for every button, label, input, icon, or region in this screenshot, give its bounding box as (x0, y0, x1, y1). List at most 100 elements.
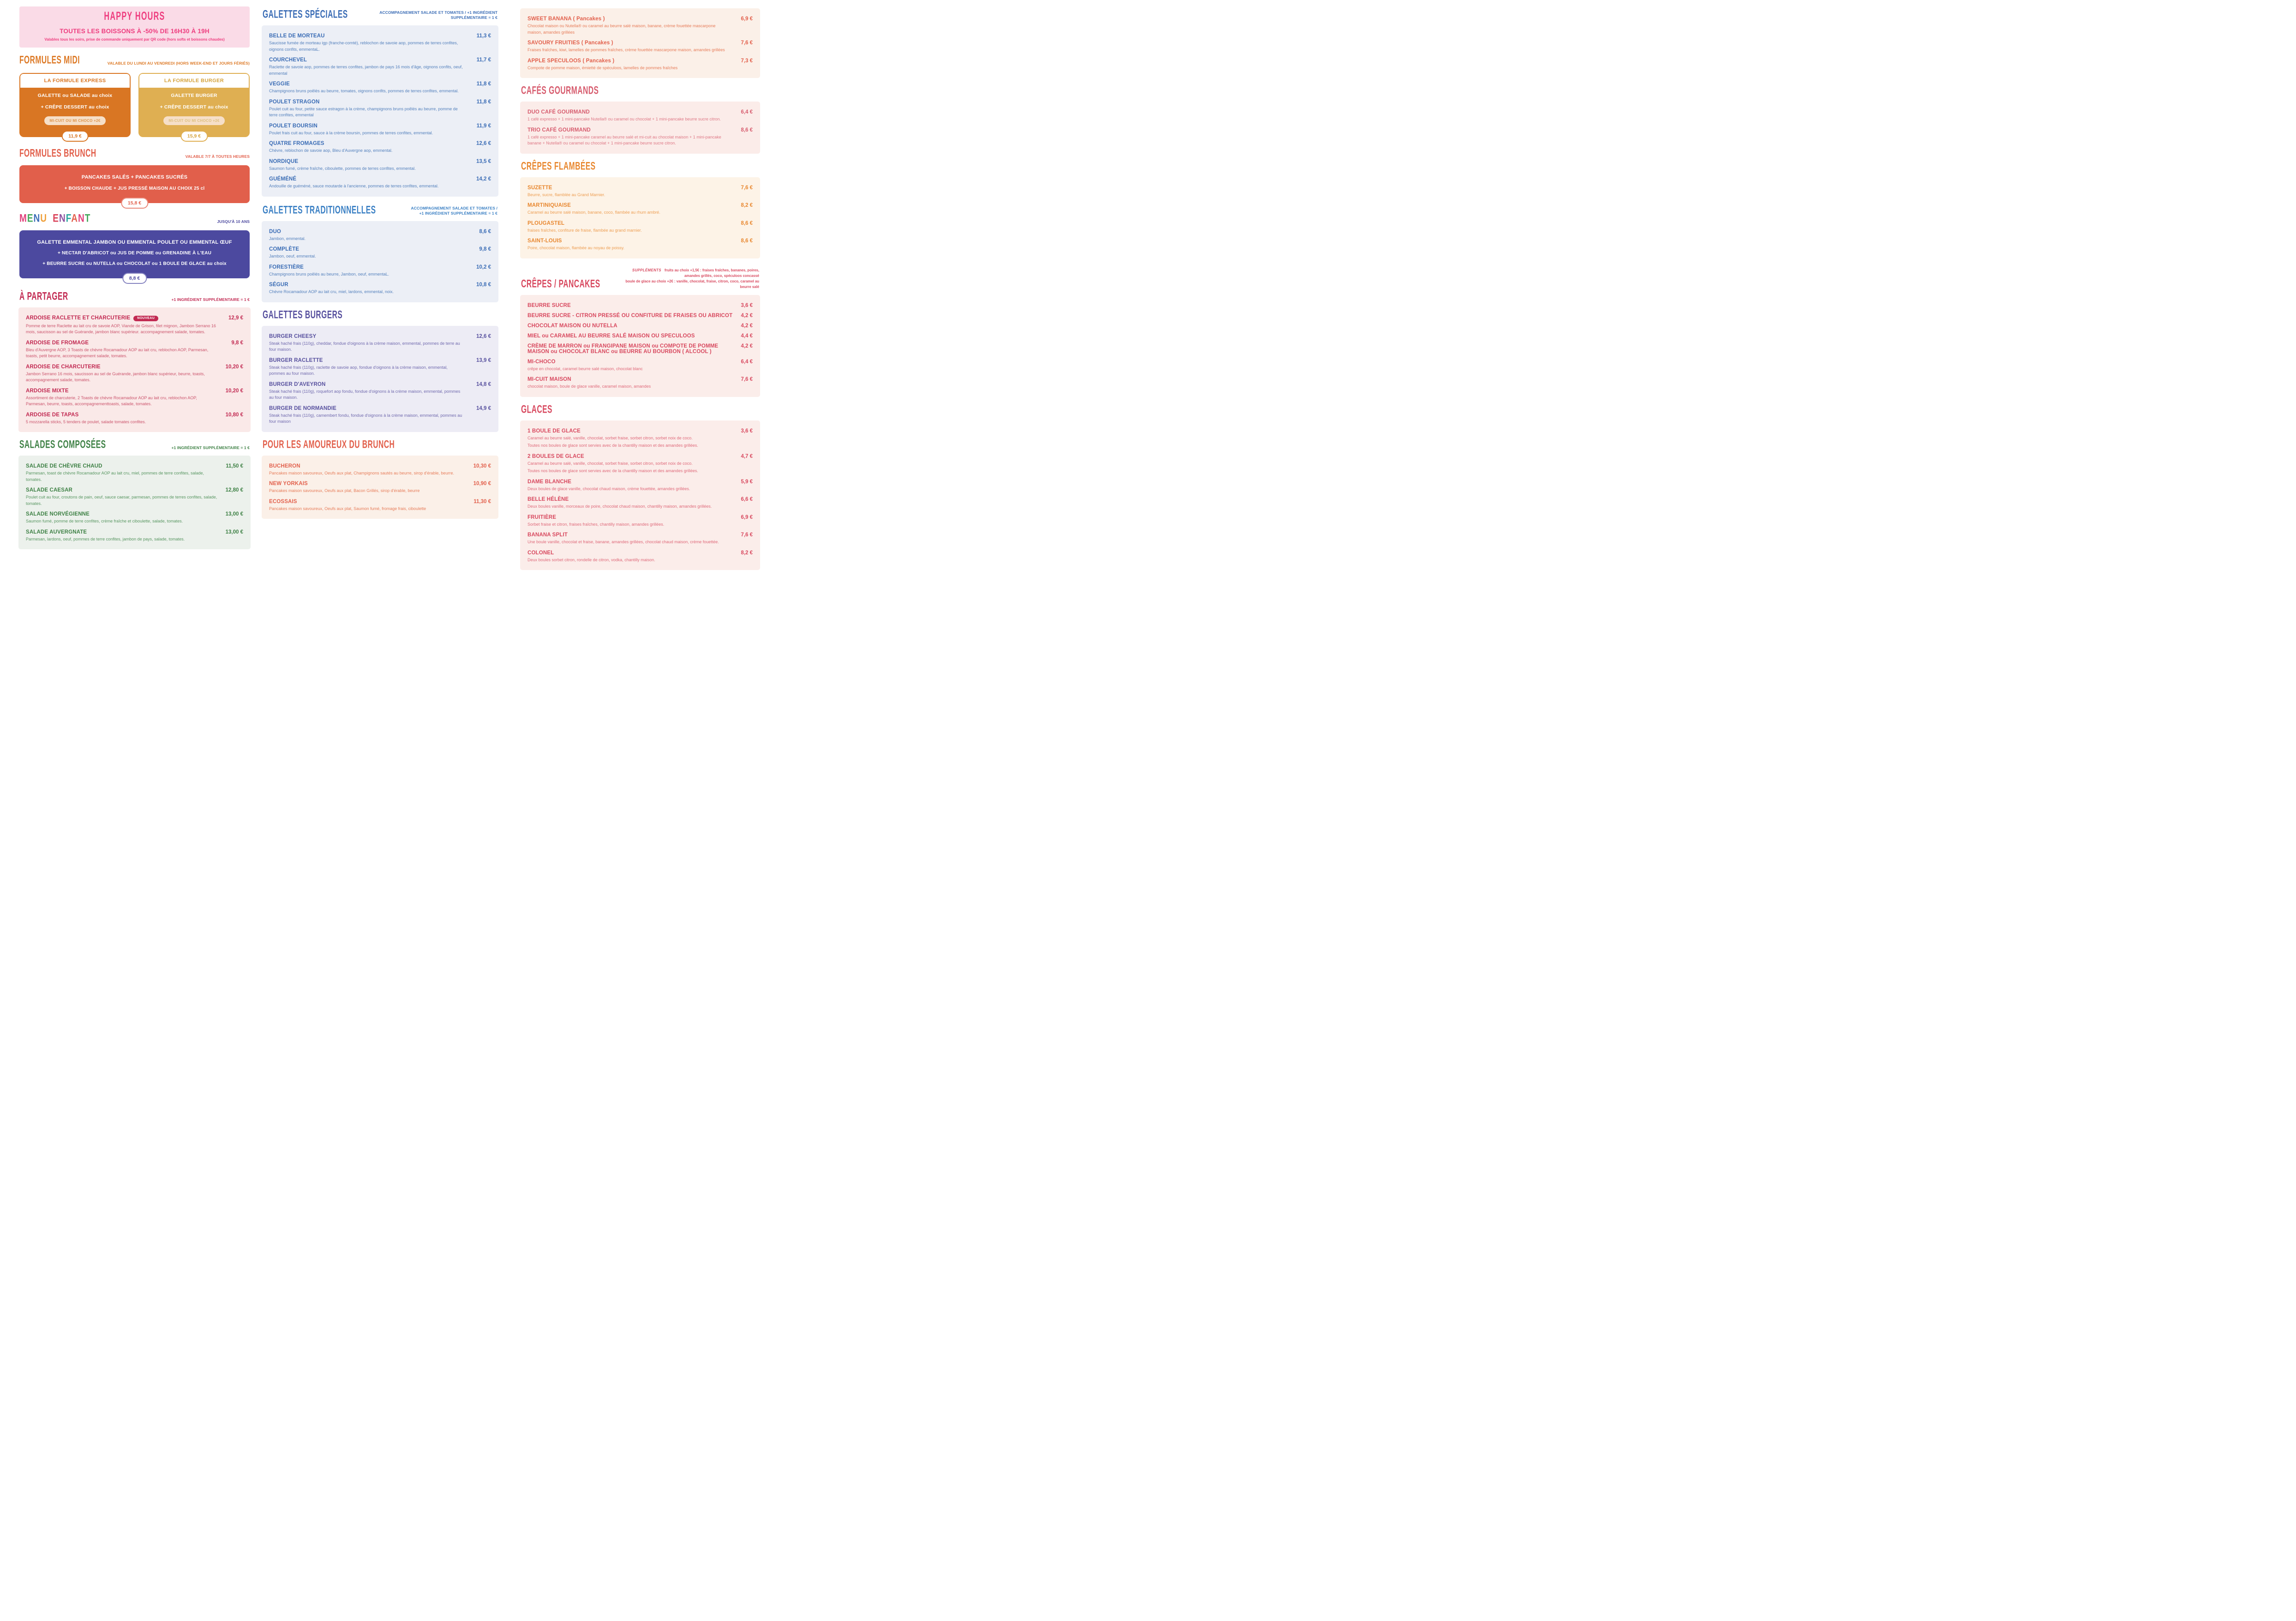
menu-item: GUÉMÉNÉ 14,2 € Andouille de guéméné, sauce… (269, 176, 491, 190)
item-name: ECOSSAIS (269, 498, 297, 504)
item-price: 10,80 € (225, 412, 243, 418)
item-description: chocolat maison, boule de glace vanille,… (528, 384, 651, 389)
item-name: SÉGUR (269, 282, 288, 288)
menu-item: TRIO CAFÉ GOURMAND 8,6 € 1 café expresso +… (528, 127, 753, 147)
section-title: GALETTES TRADITIONNELLES (263, 204, 376, 216)
menu-item: BEURRE SUCRE 3,6 € (528, 303, 753, 308)
item-price: 4,7 € (741, 453, 753, 459)
item-description: Poire, chocolat maison, flambée au noyau… (528, 246, 624, 250)
menu-item: COLONEL 8,2 € Deux boules sorbet citron, r… (528, 550, 753, 564)
item-description: Toutes nos boules de glace sont servies … (528, 468, 698, 474)
item-price: 11,50 € (226, 463, 243, 469)
supplements-line: boule de glace au choix +2€ : vanille, c… (625, 279, 759, 289)
menu-item: BURGER D'AVEYRON 14,8 € Steak haché frais … (269, 382, 491, 401)
section-header: SALADES COMPOSÉES +1 INGRÉDIENT SUPPLÉMEN… (19, 439, 250, 451)
brunch-line: PANCAKES SALÉS + PANCAKES SUCRÉS (81, 174, 188, 180)
formule-badge: MI-CUIT OU MI CHOCO +2€ (44, 116, 106, 126)
menu-item: SAVOURY FRUITIES ( Pancakes ) 7,6 € Fraise… (528, 40, 753, 54)
section-panel: SALADE DE CHÈVRE CHAUD 11,50 € Parmesan, t… (18, 456, 251, 550)
formule-burger-title: LA FORMULE BURGER (139, 74, 249, 88)
item-price: 3,6 € (741, 428, 753, 434)
section-crepes-pancakes: CRÊPES / PANCAKES SUPPLÉMENTS fruits au ch… (520, 258, 760, 397)
menu-item: SUZETTE 7,6 € Beurre, sucre, flamblée au G… (528, 185, 753, 198)
menu-item: ECOSSAIS 11,30 € Pancakes maison savoureux… (269, 499, 491, 512)
left-column: HAPPY HOURS TOUTES LES BOISSONS À -50% D… (18, 6, 251, 550)
item-price: 14,8 € (476, 381, 491, 387)
menu-item-row: ARDOISE DE FROMAGE 9,8 € (26, 340, 243, 346)
item-price: 12,6 € (476, 333, 491, 339)
item-description: 1 café expresso + 1 mini-pancake Nutella… (528, 117, 721, 121)
section-note: +1 INGRÉDIENT SUPPLÉMENTAIRE = 1 € (171, 297, 250, 302)
section-title: POUR LES AMOUREUX DU BRUNCH (263, 438, 395, 451)
item-name: BURGER D'AVEYRON (269, 381, 326, 387)
item-description: Toutes nos boules de glace sont servies … (528, 443, 698, 448)
menu-item: SAINT-LOUIS 8,6 € Poire, chocolat maison, … (528, 238, 753, 252)
menu-item-row: MI-CHOCO 6,4 € (528, 359, 753, 365)
menu-item-row: COURCHEVEL 11,7 € (269, 57, 491, 63)
item-description: Beurre, sucre, flamblée au Grand Marnier… (528, 192, 605, 197)
section-title: FORMULES MIDI (19, 54, 80, 66)
menu-item-row: BELLE HÉLÈNE 6,6 € (528, 497, 753, 502)
enfant-line: GALETTE EMMENTAL JAMBON OU EMMENTAL POUL… (37, 239, 232, 245)
menu-item: DAME BLANCHE 5,9 € Deux boules de glace va… (528, 479, 753, 492)
section-note: VALABLE DU LUNDI AU VENDREDI (HORS WEEK-… (107, 60, 250, 66)
item-name: SALADE AUVERGNATE (26, 529, 87, 535)
menu-item: POULET BOURSIN 11,9 € Poulet frais cuit au… (269, 123, 491, 137)
section-a-partager: À PARTAGER +1 INGRÉDIENT SUPPLÉMENTAIRE =… (18, 284, 251, 432)
menu-item: BELLE HÉLÈNE 6,6 € Deux boules vanille, mo… (528, 497, 753, 510)
section-title: CAFÉS GOURMANDS (521, 84, 599, 97)
item-description: Deux boules sorbet citron, rondelle de c… (528, 557, 655, 562)
item-name: BUCHERON (269, 463, 300, 469)
menu-item-row: BEURRE SUCRE 3,6 € (528, 303, 753, 308)
menu-item-row: ARDOISE DE CHARCUTERIE 10,20 € (26, 364, 243, 370)
item-name: MI-CHOCO (528, 359, 556, 365)
formule-line: + CRÊPE DESSERT au choix (160, 104, 228, 110)
item-price: 11,3 € (476, 33, 491, 39)
section-note: ACCOMPAGNEMENT SALADE ET TOMATES / +1 IN… (379, 10, 498, 20)
item-name: GUÉMÉNÉ (269, 176, 297, 182)
item-description: 5 mozzarella sticks, 5 tenders de poulet… (26, 419, 146, 424)
section-panel: ARDOISE RACLETTE ET CHARCUTERIE NOUVEAU 12… (18, 307, 251, 432)
item-price: 10,20 € (225, 364, 243, 370)
formule-line: + CRÊPE DESSERT au choix (41, 104, 109, 110)
menu-item-row: 1 BOULE DE GLACE 3,6 € (528, 428, 753, 434)
menu-item-row: POULET STRAGON 11,8 € (269, 99, 491, 105)
section-panel: SWEET BANANA ( Pancakes ) 6,9 € Chocolat m… (520, 8, 760, 78)
section-panel: BURGER CHEESY 12,6 € Steak haché frais (11… (262, 325, 498, 432)
item-price: 11,8 € (476, 81, 491, 87)
item-price: 7,6 € (741, 40, 753, 46)
happy-hours-title: HAPPY HOURS (104, 10, 165, 23)
menu-item-row: ARDOISE MIXTE 10,20 € (26, 388, 243, 394)
section-panel: SUZETTE 7,6 € Beurre, sucre, flamblée au G… (520, 177, 760, 258)
menu-item-row: FORESTIÈRE 10,2 € (269, 264, 491, 270)
item-price: 4,2 € (741, 343, 753, 349)
menu-item-row: QUATRE FROMAGES 12,6 € (269, 141, 491, 146)
item-price: 8,2 € (741, 203, 753, 208)
item-name: NORDIQUE (269, 158, 299, 164)
menu-item-row: PLOUGASTEL 8,6 € (528, 221, 753, 226)
section-header: CRÊPES / PANCAKES SUPPLÉMENTS fruits au ch… (521, 268, 759, 291)
menu-item: SALADE DE CHÈVRE CHAUD 11,50 € Parmesan, t… (26, 463, 243, 483)
item-price: 13,00 € (225, 511, 243, 517)
middle-column: GALETTES SPÉCIALES ACCOMPAGNEMENT SALADE … (262, 6, 498, 519)
item-price: 6,6 € (741, 497, 753, 503)
section-note: ACCOMPAGNEMENT SALADE ET TOMATES / +1 IN… (411, 205, 498, 216)
happy-hours-note: Valables tous les soirs, prise de comman… (44, 37, 225, 42)
item-name: DUO CAFÉ GOURMAND (528, 109, 590, 115)
menu-item: BUCHERON 10,30 € Pancakes maison savoureux… (269, 463, 491, 477)
item-name: QUATRE FROMAGES (269, 141, 324, 147)
menu-item-row: SAVOURY FRUITIES ( Pancakes ) 7,6 € (528, 40, 753, 46)
item-name: ARDOISE MIXTE (26, 388, 69, 394)
item-description: Bleu d'Auvergne AOP, 3 Toasts de chèvre … (26, 347, 209, 359)
menu-item: DUO CAFÉ GOURMAND 6,4 € 1 café expresso + … (528, 109, 753, 123)
item-name: BELLE DE MORTEAU (269, 33, 325, 39)
item-description: Chocolat maison ou Nutella® ou caramel a… (528, 24, 716, 35)
item-description: Chèvre Rocamadour AOP au lait cru, miel,… (269, 289, 394, 294)
item-name: SALADE NORVÉGIENNE (26, 511, 90, 517)
menu-item: DUO 8,6 € Jambon, emmental. (269, 229, 491, 242)
item-price: 13,5 € (476, 158, 491, 164)
menu-item-row: APPLE SPECULOOS ( Pancakes ) 7,3 € (528, 58, 753, 64)
section-note: +1 INGRÉDIENT SUPPLÉMENTAIRE = 1 € (171, 445, 250, 450)
menu-item: MI-CHOCO 6,4 € crêpe en chocolat, caramel … (528, 359, 753, 372)
menu-item: FORESTIÈRE 10,2 € Champignons bruns poêlés… (269, 264, 491, 278)
